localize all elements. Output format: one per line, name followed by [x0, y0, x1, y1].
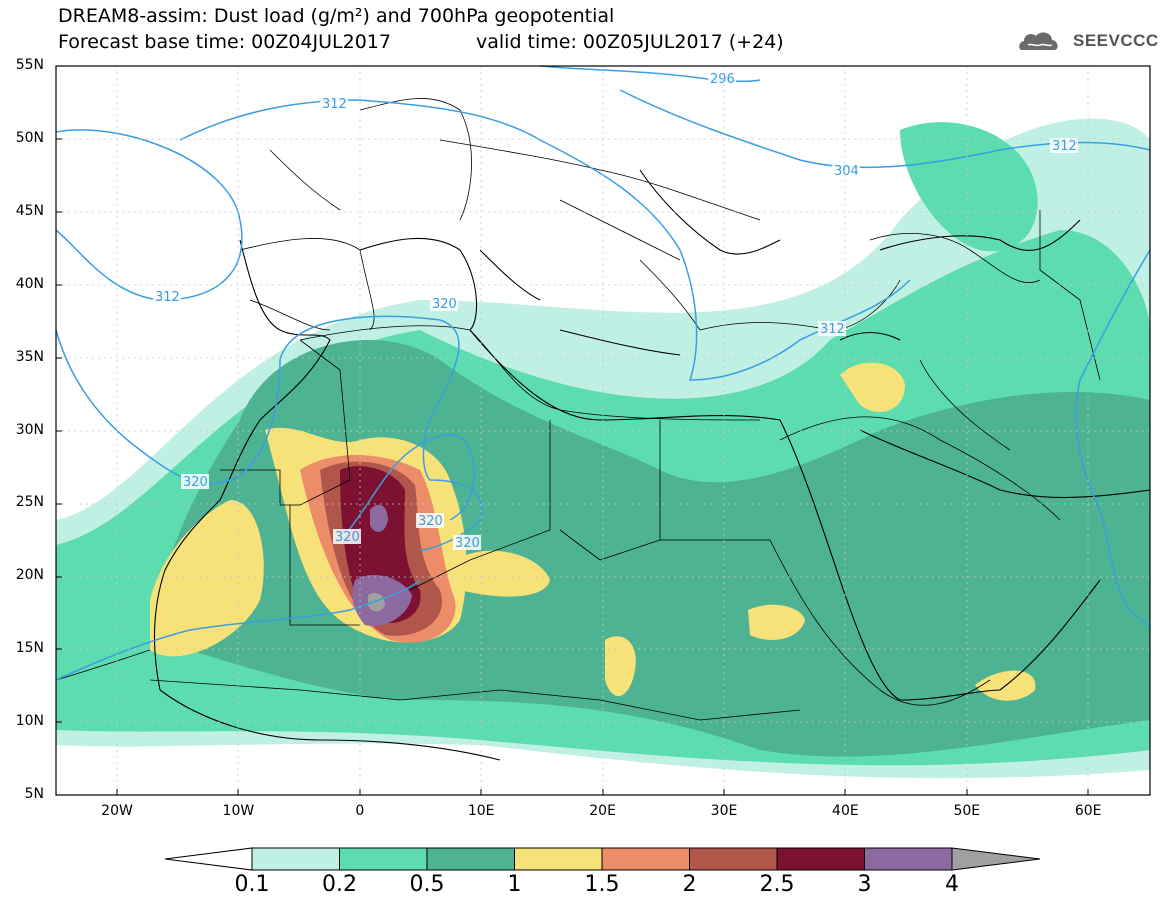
contour-label: 320: [455, 536, 480, 551]
contour-label: 320: [335, 530, 360, 545]
dust-level-1-arabia: [840, 362, 905, 413]
colorbar-label: 1.5: [584, 872, 620, 897]
map-title: DREAM8-assim: Dust load (g/m²) and 700hP…: [58, 5, 615, 27]
longitude-label: 0: [355, 803, 365, 819]
contour-label: 296: [710, 72, 735, 87]
logo-text: SEEVCCC: [1073, 31, 1159, 50]
colorbar-swatch: [426, 847, 515, 871]
dust-level-3-north: [370, 504, 388, 532]
colorbar-swatch: [339, 847, 428, 871]
dust-level-1-east2: [748, 604, 805, 640]
longitude-label: 20E: [589, 803, 616, 819]
latitude-label: 50N: [15, 129, 44, 146]
colorbar-swatch: [864, 847, 953, 871]
colorbar-high-arrow: [951, 847, 1041, 871]
colorbar-label: 2.5: [759, 872, 795, 897]
latitude-label: 25N: [15, 494, 44, 511]
longitude-label: 10E: [467, 803, 495, 819]
colorbar-label: 2: [682, 872, 697, 897]
seevccc-cloud-logo: [1019, 32, 1058, 50]
contour-label: 320: [183, 475, 208, 490]
latitude-label: 15N: [15, 640, 44, 657]
contour-label: 312: [820, 322, 845, 337]
colorbar-low-arrow: [164, 847, 253, 871]
latitude-label: 40N: [15, 275, 44, 292]
colorbar-swatch: [776, 847, 865, 871]
graticule: [56, 66, 1150, 795]
colorbar-swatch: [601, 847, 690, 871]
latitude-label: 45N: [15, 202, 44, 219]
axis-ticks: [56, 65, 1089, 795]
longitude-label: 50E: [953, 803, 981, 819]
dust-level-1-east1: [455, 550, 550, 597]
contour-label: 320: [432, 297, 457, 312]
dust-level-1-chad: [605, 636, 636, 697]
dust-level-0.2-north: [900, 122, 1038, 252]
colorbar-label: 0.5: [409, 872, 445, 897]
colorbar-swatch: [514, 847, 603, 871]
coastlines: [154, 169, 1151, 761]
latitude-label: 30N: [15, 421, 44, 438]
longitude-label: 10W: [222, 803, 255, 819]
latitude-label: 10N: [15, 713, 44, 730]
longitude-label: 30E: [710, 803, 738, 819]
valid-time: valid time: 00Z05JUL2017 (+24): [476, 31, 784, 53]
colorbar-label: 1: [507, 872, 522, 897]
colorbar-label: 3: [857, 872, 872, 897]
colorbar-label: 0.2: [322, 872, 357, 897]
colorbar-swatch: [251, 847, 340, 871]
latitude-label: 55N: [15, 57, 44, 73]
dust-level-4: [368, 592, 385, 612]
forecast-base-time: Forecast base time: 00Z04JUL2017: [58, 31, 391, 53]
contour-label: 312: [1052, 139, 1077, 154]
contour-labels: 296 304 312 312 312 312 320 320 320 320 …: [153, 71, 1078, 551]
contour-label: 304: [834, 164, 859, 179]
latitude-label: 35N: [15, 348, 44, 365]
colorbar-swatch: [689, 847, 778, 871]
longitude-label: 40E: [832, 803, 859, 819]
latitude-label: 5N: [24, 786, 44, 802]
contour-label: 312: [322, 97, 347, 112]
colorbar-label: 4: [945, 872, 959, 897]
contour-label: 320: [418, 514, 443, 529]
longitude-label: 20W: [101, 803, 133, 819]
latitude-label: 20N: [15, 567, 44, 584]
longitude-label: 60E: [1074, 803, 1102, 819]
contour-label: 312: [155, 290, 180, 305]
geopotential-contours: [55, 65, 1151, 681]
dust-level-1-west: [150, 500, 264, 657]
colorbar-label: 0.1: [234, 872, 270, 897]
colorbar: [164, 847, 1041, 871]
